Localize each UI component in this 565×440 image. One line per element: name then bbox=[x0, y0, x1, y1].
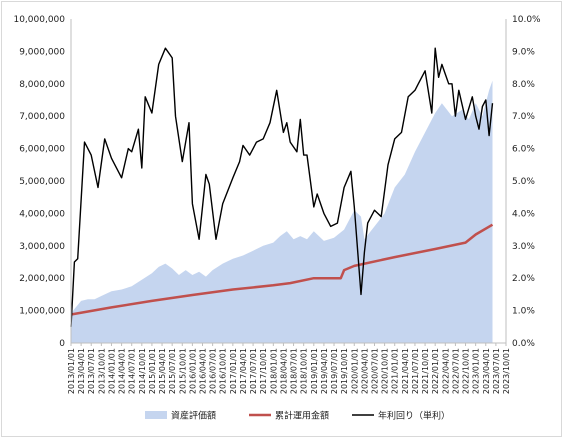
x-tick-label: 2017/10/01 bbox=[259, 348, 268, 394]
x-tick-label: 2015/01/01 bbox=[148, 348, 157, 394]
x-tick-label: 2022/01/01 bbox=[431, 348, 440, 394]
x-tick-label: 2013/10/01 bbox=[97, 348, 106, 394]
y-left-tick-label: 7,000,000 bbox=[19, 112, 65, 122]
x-tick-label: 2017/01/01 bbox=[229, 348, 238, 394]
x-tick-label: 2019/10/01 bbox=[340, 348, 349, 394]
y-right-tick-label: 9.0% bbox=[512, 47, 535, 57]
legend-label: 累計運用金額 bbox=[275, 410, 329, 422]
x-tick-label: 2016/04/01 bbox=[199, 348, 208, 394]
x-tick-label: 2015/07/01 bbox=[168, 348, 177, 394]
x-tick-label: 2018/01/01 bbox=[269, 348, 278, 394]
y-left-tick-label: 2,000,000 bbox=[19, 274, 65, 284]
x-tick-label: 2014/01/01 bbox=[107, 348, 116, 394]
x-tick-label: 2019/04/01 bbox=[320, 348, 329, 394]
y-left-tick-label: 4,000,000 bbox=[19, 209, 65, 219]
legend-swatch-asset-value bbox=[145, 411, 167, 419]
y-right-tick-label: 6.0% bbox=[512, 145, 535, 155]
y-right-tick-label: 3.0% bbox=[512, 242, 535, 252]
x-tick-label: 2021/01/01 bbox=[391, 348, 400, 394]
x-tick-label: 2013/01/01 bbox=[67, 348, 76, 394]
x-tick-label: 2023/01/01 bbox=[472, 348, 481, 394]
x-tick-label: 2014/07/01 bbox=[128, 348, 137, 394]
legend-label: 資産評価額 bbox=[171, 410, 216, 422]
legend-label: 年利回り（単利） bbox=[378, 410, 450, 422]
x-tick-label: 2017/07/01 bbox=[249, 348, 258, 394]
y-right-tick-label: 10.0% bbox=[512, 15, 541, 25]
series-line-cumulative-investment bbox=[70, 223, 494, 316]
y-left-tick-label: 1,000,000 bbox=[19, 307, 65, 317]
x-tick-label: 2022/07/01 bbox=[451, 348, 460, 394]
x-tick-label: 2016/07/01 bbox=[209, 348, 218, 394]
y-right-tick-label: 5.0% bbox=[512, 177, 535, 187]
x-tick-label: 2017/04/01 bbox=[239, 348, 248, 394]
x-tick-label: 2013/04/01 bbox=[77, 348, 86, 394]
x-tick-label: 2020/01/01 bbox=[350, 348, 359, 394]
x-tick-label: 2020/04/01 bbox=[360, 348, 369, 394]
x-tick-label: 2021/04/01 bbox=[401, 348, 410, 394]
x-tick-label: 2021/07/01 bbox=[411, 348, 420, 394]
x-tick-label: 2015/04/01 bbox=[158, 348, 167, 394]
y-left-tick-label: 8,000,000 bbox=[19, 80, 65, 90]
x-tick-label: 2019/01/01 bbox=[310, 348, 319, 394]
x-tick-label: 2020/07/01 bbox=[370, 348, 379, 394]
y-right-tick-label: 1.0% bbox=[512, 307, 535, 317]
x-tick-label: 2020/10/01 bbox=[381, 348, 390, 394]
x-tick-label: 2018/04/01 bbox=[279, 348, 288, 394]
x-tick-label: 2016/01/01 bbox=[188, 348, 197, 394]
y-left-tick-label: 0 bbox=[59, 339, 65, 349]
y-right-tick-label: 4.0% bbox=[512, 209, 535, 219]
x-tick-label: 2021/10/01 bbox=[421, 348, 430, 394]
series-line-annual-yield bbox=[70, 47, 494, 327]
x-tick-label: 2023/10/01 bbox=[502, 348, 511, 394]
x-tick-label: 2013/07/01 bbox=[87, 348, 96, 394]
x-tick-label: 2022/10/01 bbox=[462, 348, 471, 394]
x-tick-label: 2016/10/01 bbox=[219, 348, 228, 394]
x-tick-label: 2023/07/01 bbox=[492, 348, 501, 394]
x-tick-label: 2018/07/01 bbox=[290, 348, 299, 394]
y-left-tick-label: 10,000,000 bbox=[13, 15, 65, 25]
y-right-tick-label: 2.0% bbox=[512, 274, 535, 284]
y-left-tick-label: 6,000,000 bbox=[19, 145, 65, 155]
x-tick-label: 2015/10/01 bbox=[178, 348, 187, 394]
x-tick-label: 2019/07/01 bbox=[330, 348, 339, 394]
x-tick-label: 2014/04/01 bbox=[118, 348, 127, 394]
x-tick-label: 2022/04/01 bbox=[441, 348, 450, 394]
y-right-tick-label: 8.0% bbox=[512, 80, 535, 90]
y-left-tick-label: 5,000,000 bbox=[19, 177, 65, 187]
y-left-tick-label: 9,000,000 bbox=[19, 47, 65, 57]
x-tick-label: 2014/10/01 bbox=[138, 348, 147, 394]
x-tick-label: 2018/10/01 bbox=[300, 348, 309, 394]
y-right-tick-label: 0.0% bbox=[512, 339, 535, 349]
x-tick-label: 2023/04/01 bbox=[482, 348, 491, 394]
y-right-tick-label: 7.0% bbox=[512, 112, 535, 122]
series-area-asset-value bbox=[71, 80, 493, 343]
y-left-tick-label: 3,000,000 bbox=[19, 242, 65, 252]
